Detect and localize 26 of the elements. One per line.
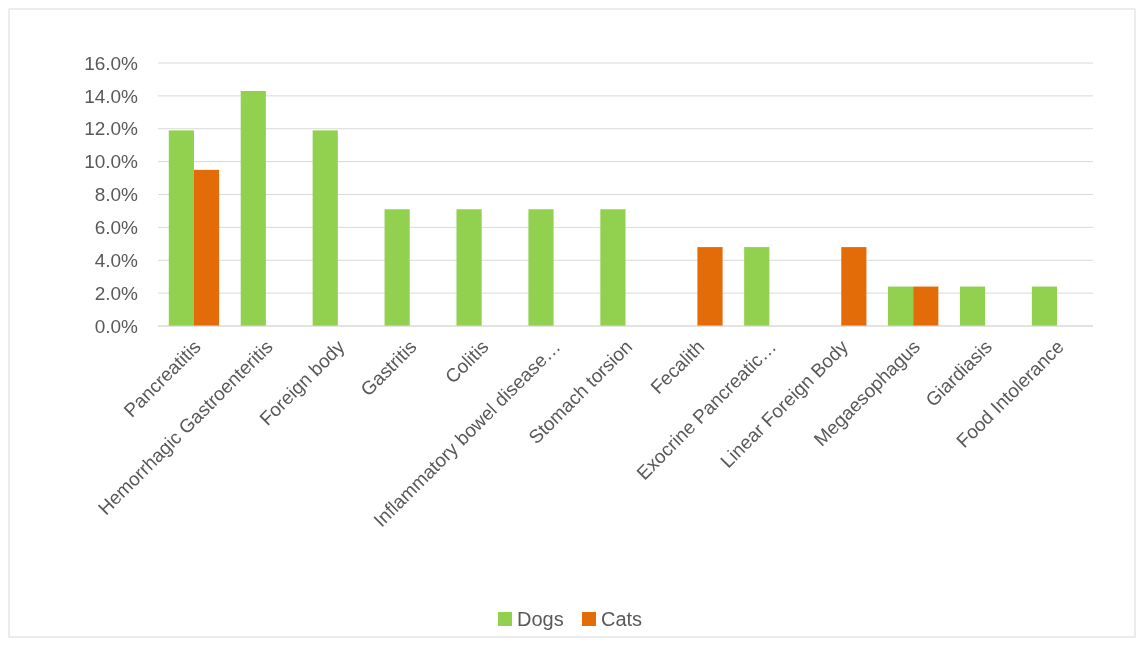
y-tick-label: 6.0% [94, 217, 139, 239]
bar [697, 247, 723, 326]
bar [913, 286, 939, 326]
bar [600, 209, 626, 326]
y-tick-label: 16.0% [84, 52, 139, 74]
bar [888, 286, 914, 326]
bar [384, 209, 410, 326]
y-tick-label: 2.0% [94, 282, 139, 304]
bar [456, 209, 482, 326]
bar [1031, 286, 1058, 326]
bar [959, 286, 986, 326]
bar [312, 130, 338, 326]
y-tick-label: 10.0% [84, 151, 139, 173]
bar [168, 130, 194, 326]
bar [841, 247, 867, 326]
bar [528, 209, 554, 326]
legend-label: Cats [601, 608, 643, 630]
y-tick-label: 4.0% [94, 249, 139, 271]
bar [193, 169, 220, 326]
legend-label: Dogs [517, 608, 564, 630]
y-tick-label: 12.0% [84, 118, 139, 140]
y-tick-label: 14.0% [84, 85, 139, 107]
bar [240, 90, 266, 326]
y-tick-label: 8.0% [94, 184, 139, 206]
y-tick-label: 0.0% [94, 315, 139, 337]
bar [744, 247, 770, 326]
